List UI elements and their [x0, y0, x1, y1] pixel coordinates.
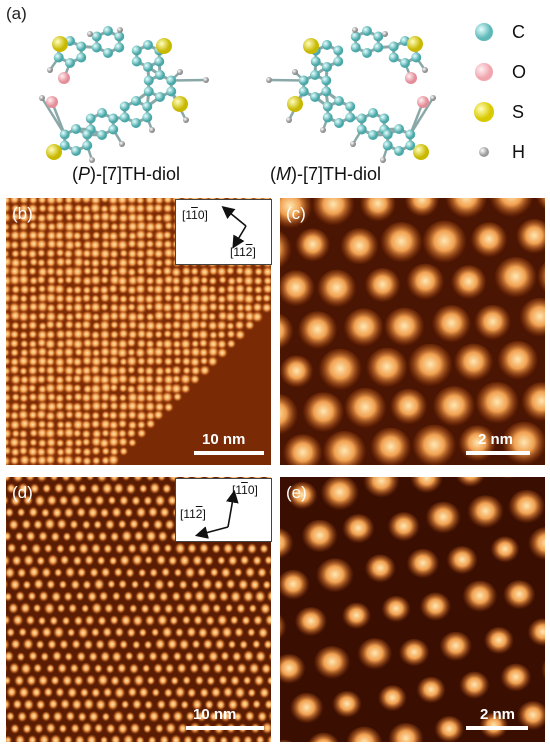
hydrogen-atom-icon	[479, 147, 489, 157]
caption-name: )-[7]TH-diol	[90, 164, 181, 184]
direction-label-2: [112]	[230, 245, 256, 259]
molecule-m-model	[266, 26, 436, 163]
scalebar-label-e: 2 nm	[480, 706, 516, 723]
panel-c-label: (c)	[286, 204, 306, 223]
molecule-p-caption: (P)-[7]TH-diol	[72, 164, 180, 185]
legend-label-oxygen: O	[512, 62, 527, 82]
dir-pre: [1	[182, 208, 192, 222]
crystal-direction-inset-d: [110] [112]	[175, 478, 272, 542]
legend-label-carbon: C	[512, 22, 525, 42]
scalebar-b	[194, 451, 264, 455]
direction-label-2: [112]	[180, 507, 206, 521]
panel-b-label: (b)	[12, 204, 33, 223]
dir-post: ]	[202, 507, 206, 521]
stm-image-e	[280, 477, 545, 742]
caption-name: )-[7]TH-diol	[291, 164, 382, 184]
panel-a-label: (a)	[6, 4, 27, 23]
legend-row-sulfur: S	[474, 102, 524, 127]
stm-image-d	[6, 477, 271, 742]
dir-pre: [11	[230, 245, 246, 259]
direction-label-1: [110]	[182, 208, 208, 222]
legend-label-sulfur: S	[512, 102, 525, 122]
atom-legend: C O S H	[470, 18, 550, 168]
scalebar-label-c: 2 nm	[478, 431, 514, 448]
legend-row-carbon: C	[474, 22, 525, 47]
scalebar-e	[466, 726, 528, 730]
oxygen-atom-icon	[475, 63, 493, 81]
dir-bar: 2	[195, 507, 203, 521]
molecule-p-model	[39, 26, 209, 163]
dir-bar: 1	[241, 483, 248, 497]
direction-arrows-icon	[194, 489, 239, 539]
direction-arrows-icon	[221, 205, 247, 249]
molecule-m-caption: (M)-[7]TH-diol	[270, 164, 381, 185]
dir-post: ]	[252, 245, 256, 259]
dir-pre: [1	[232, 483, 242, 497]
panel-e-label: (e)	[286, 483, 307, 502]
legend-row-oxygen: O	[474, 62, 526, 87]
dir-bar: 1	[191, 208, 198, 222]
crystal-direction-inset-b: [110] [112]	[175, 199, 272, 265]
sulfur-atom-icon	[474, 102, 494, 122]
scalebar-c	[466, 451, 530, 455]
panel-d-label: (d)	[12, 483, 33, 502]
caption-chirality: P	[78, 164, 91, 184]
caption-chirality: M	[276, 164, 291, 184]
stm-image-b	[6, 198, 271, 465]
dir-bar: 2	[245, 245, 253, 259]
caption-open-paren: (	[72, 164, 78, 184]
scalebar-d	[186, 726, 264, 730]
dir-post: 0]	[197, 208, 208, 222]
legend-label-hydrogen: H	[512, 142, 525, 162]
legend-row-hydrogen: H	[474, 142, 525, 167]
carbon-atom-icon	[475, 23, 493, 41]
caption-open-paren: (	[270, 164, 276, 184]
scalebar-label-d: 10 nm	[193, 706, 237, 723]
scalebar-label-b: 10 nm	[202, 431, 246, 448]
dir-post: 0]	[247, 483, 258, 497]
stm-image-c	[280, 198, 545, 465]
direction-label-1: [110]	[232, 483, 258, 497]
dir-pre: [11	[180, 507, 196, 521]
